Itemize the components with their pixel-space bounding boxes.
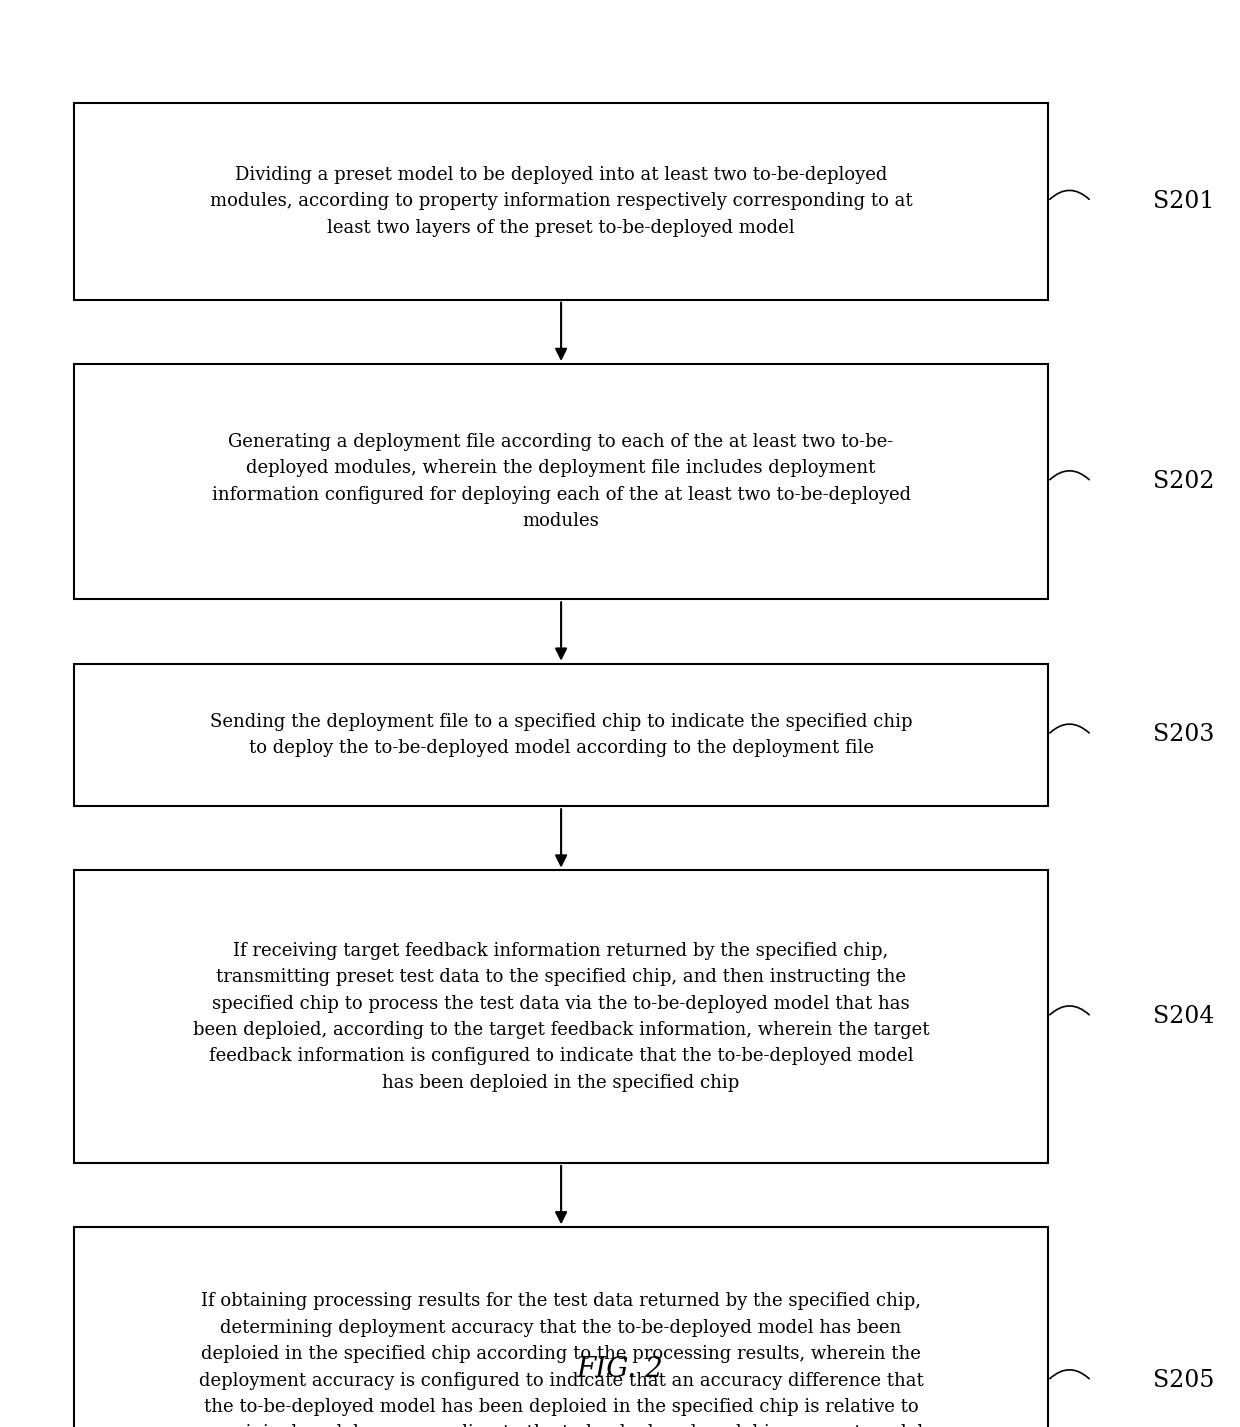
Text: S203: S203 — [1153, 723, 1214, 746]
Bar — [74, 364, 1048, 599]
Bar — [74, 870, 1048, 1163]
Text: FIG. 2: FIG. 2 — [577, 1357, 663, 1383]
Text: Sending the deployment file to a specified chip to indicate the specified chip
t: Sending the deployment file to a specifi… — [210, 712, 913, 758]
Text: Generating a deployment file according to each of the at least two to-be-
deploy: Generating a deployment file according t… — [212, 432, 910, 531]
Text: Dividing a preset model to be deployed into at least two to-be-deployed
modules,: Dividing a preset model to be deployed i… — [210, 166, 913, 237]
Bar — [74, 1227, 1048, 1427]
Bar — [74, 103, 1048, 300]
Text: If receiving target feedback information returned by the specified chip,
transmi: If receiving target feedback information… — [193, 942, 929, 1092]
Text: S204: S204 — [1153, 1005, 1215, 1029]
Text: S205: S205 — [1153, 1368, 1214, 1393]
Text: S201: S201 — [1153, 190, 1215, 213]
Text: If obtaining processing results for the test data returned by the specified chip: If obtaining processing results for the … — [198, 1293, 924, 1427]
Text: S202: S202 — [1153, 469, 1215, 494]
Bar — [74, 664, 1048, 806]
